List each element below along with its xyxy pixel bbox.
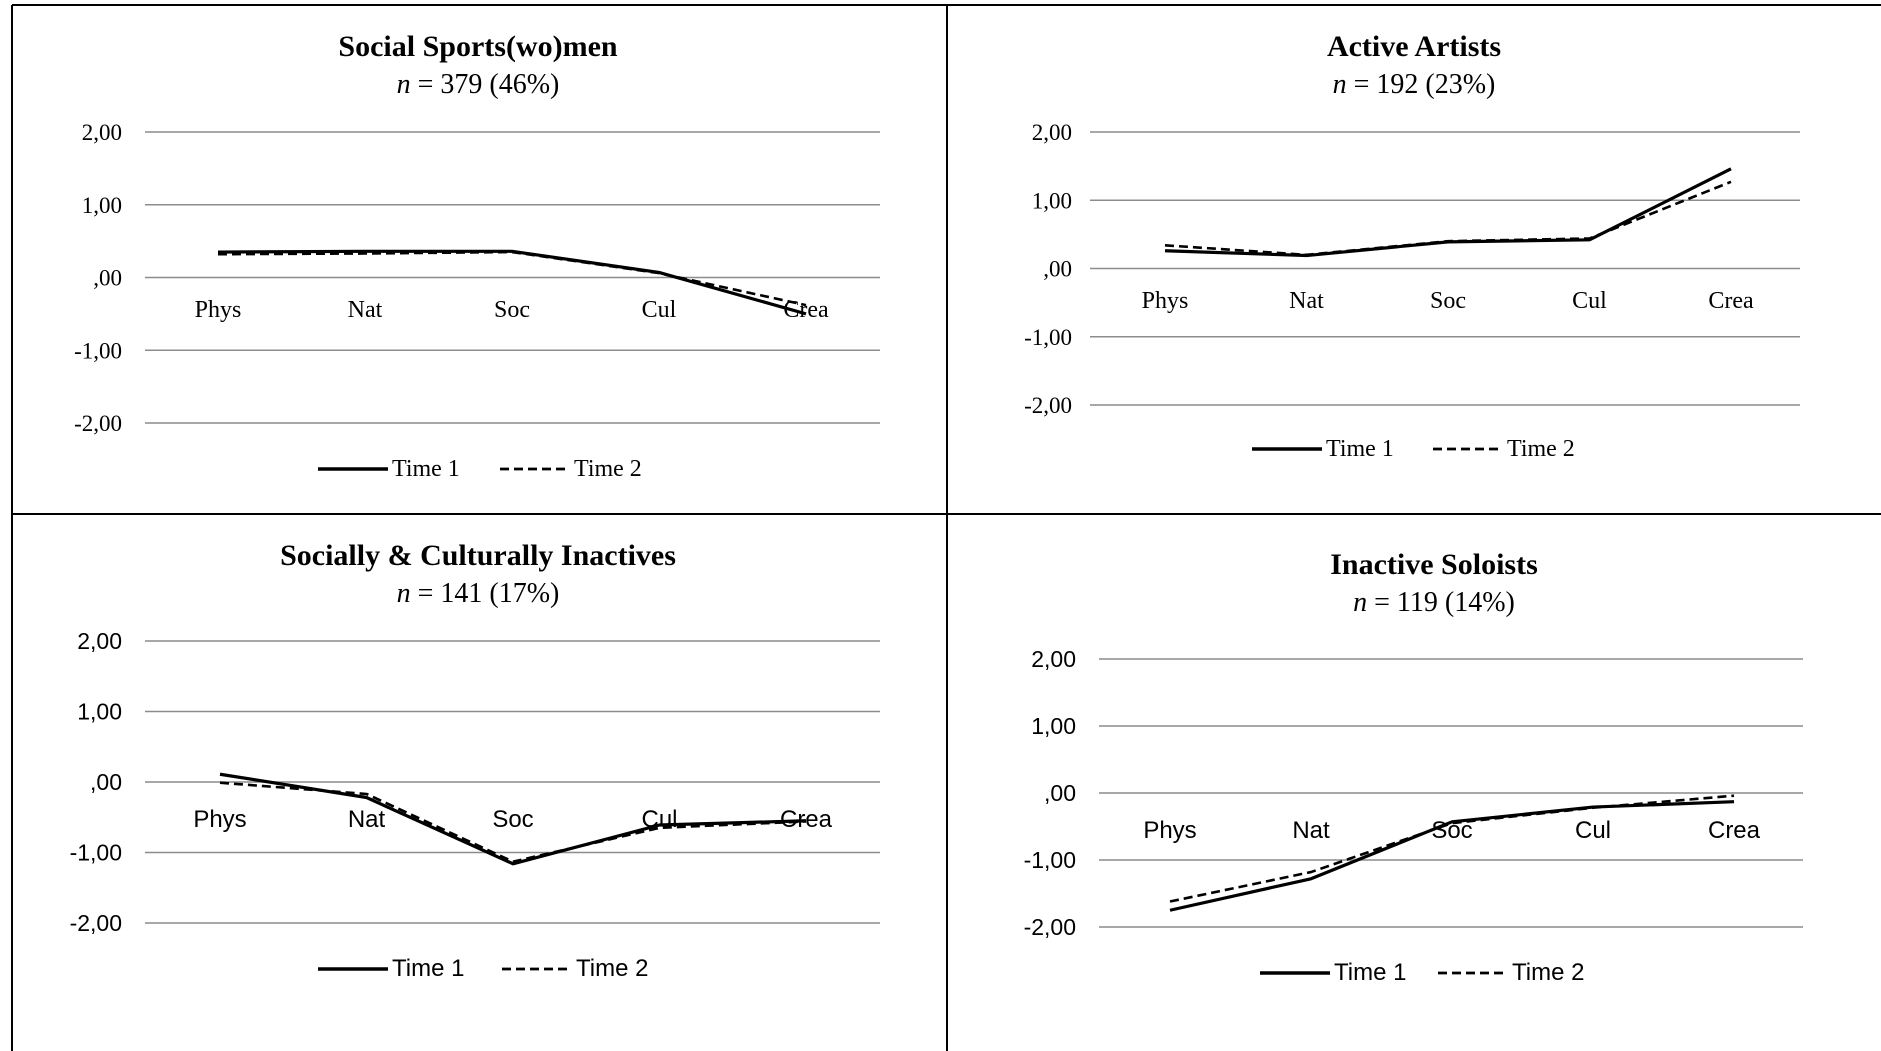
chart-title: Socially & Culturally Inactives [280, 539, 676, 572]
legend-label-time-1: Time 1 [1334, 959, 1406, 986]
chart-social-sportswomen: Social Sports(wo)men n = 379 (46%) 2,00 1… [74, 30, 880, 482]
legend-label-time-2: Time 2 [1512, 959, 1584, 986]
series-line-time-2 [1169, 794, 1735, 903]
chart-subtitle: n = 379 (46%) [397, 69, 560, 100]
y-tick-label: -2,00 [1024, 393, 1072, 418]
chart-subtitle: n = 141 (17%) [397, 578, 560, 609]
subtitle-n: n [397, 578, 411, 609]
y-axis-tick-labels: 2,00 1,00 ,00 -1,00 -2,00 [74, 120, 122, 436]
category-label: Nat [1289, 288, 1324, 314]
series-line-time-1 [1164, 167, 1732, 258]
subtitle-n: n [1333, 69, 1347, 100]
category-label: Cul [642, 297, 677, 323]
legend-label-time-2: Time 2 [1507, 436, 1575, 462]
chart-socially-culturally-inactives: Socially & Culturally Inactives n = 141 … [70, 539, 880, 982]
y-axis-tick-labels: 2,00 1,00 ,00 -1,00 -2,00 [70, 628, 122, 936]
subtitle-count: = 141 (17%) [411, 578, 560, 609]
category-label: Nat [348, 297, 383, 323]
series-lines [1164, 167, 1732, 258]
subtitle-count: = 379 (46%) [411, 69, 560, 100]
legend: Time 1 Time 2 [1252, 436, 1575, 462]
y-axis-tick-labels: 2,00 1,00 ,00 -1,00 -2,00 [1024, 646, 1076, 940]
series-line-time-1 [1169, 800, 1735, 912]
category-label: Crea [780, 806, 833, 833]
legend-label-time-1: Time 1 [1326, 436, 1394, 462]
category-label: Cul [1572, 288, 1607, 314]
y-tick-label: 2,00 [77, 628, 122, 654]
y-tick-label: -2,00 [70, 910, 122, 936]
category-label: Soc [1430, 288, 1466, 314]
y-tick-label: 2,00 [1032, 120, 1072, 145]
chart-subtitle: n = 192 (23%) [1333, 69, 1496, 100]
series-lines [1169, 794, 1735, 912]
category-label: Phys [1143, 817, 1196, 844]
y-tick-label: 2,00 [82, 120, 122, 145]
chart-title: Inactive Soloists [1330, 548, 1538, 581]
y-tick-label: -1,00 [1024, 847, 1076, 873]
legend-label-time-2: Time 2 [576, 955, 648, 982]
category-label: Phys [195, 297, 242, 323]
series-lines [217, 249, 807, 316]
y-tick-label: -1,00 [74, 338, 122, 363]
category-label: Phys [1142, 288, 1189, 314]
category-label: Nat [348, 806, 386, 833]
legend: Time 1 Time 2 [318, 955, 648, 982]
subtitle-count: = 119 (14%) [1367, 587, 1515, 618]
gridlines [1090, 131, 1800, 406]
gridlines [1099, 658, 1803, 928]
legend-label-time-1: Time 1 [392, 456, 460, 482]
legend-label-time-1: Time 1 [392, 955, 464, 982]
category-label: Soc [492, 806, 533, 833]
y-tick-label: -1,00 [1024, 325, 1072, 350]
category-labels: Phys Nat Soc Cul Crea [195, 297, 829, 323]
y-tick-label: 1,00 [82, 193, 122, 218]
panel-borders [11, 4, 1881, 1051]
category-labels: Phys Nat Soc Cul Crea [193, 806, 832, 833]
legend-label-time-2: Time 2 [574, 456, 642, 482]
gridlines [145, 131, 880, 424]
series-line-time-2 [1164, 180, 1732, 257]
series-line-time-2 [217, 250, 807, 307]
category-label: Soc [494, 297, 530, 323]
chart-title: Active Artists [1327, 30, 1501, 63]
series-lines [219, 772, 807, 866]
category-label: Crea [1708, 288, 1754, 314]
chart-active-artists: Active Artists n = 192 (23%) 2,00 1,00 ,00… [1024, 30, 1800, 462]
legend: Time 1 Time 2 [1260, 959, 1584, 986]
series-line-time-1 [219, 772, 807, 866]
y-tick-label: -2,00 [74, 411, 122, 436]
y-tick-label: ,00 [1043, 257, 1072, 282]
y-axis-tick-labels: 2,00 1,00 ,00 -1,00 -2,00 [1024, 120, 1072, 418]
y-tick-label: 2,00 [1031, 646, 1076, 672]
category-label: Crea [1708, 817, 1761, 844]
subtitle-n: n [397, 69, 411, 100]
category-label: Phys [193, 806, 246, 833]
y-tick-label: 1,00 [1031, 713, 1076, 739]
chart-inactive-soloists: Inactive Soloists n = 119 (14%) 2,00 1,00… [1024, 548, 1803, 986]
y-tick-label: 1,00 [1032, 188, 1072, 213]
y-tick-label: 1,00 [77, 699, 122, 725]
subtitle-count: = 192 (23%) [1347, 69, 1496, 100]
y-tick-label: -2,00 [1024, 914, 1076, 940]
category-label: Nat [1292, 817, 1330, 844]
y-tick-label: -1,00 [70, 840, 122, 866]
series-line-time-2 [219, 781, 807, 863]
chart-title: Social Sports(wo)men [338, 30, 617, 63]
y-tick-label: ,00 [90, 769, 122, 795]
category-label: Cul [1575, 817, 1611, 844]
subtitle-n: n [1353, 587, 1367, 618]
legend: Time 1 Time 2 [318, 456, 642, 482]
y-tick-label: ,00 [1044, 780, 1076, 806]
gridlines [145, 640, 880, 924]
chart-subtitle: n = 119 (14%) [1353, 587, 1515, 618]
category-labels: Phys Nat Soc Cul Crea [1142, 288, 1754, 314]
y-tick-label: ,00 [93, 266, 122, 291]
